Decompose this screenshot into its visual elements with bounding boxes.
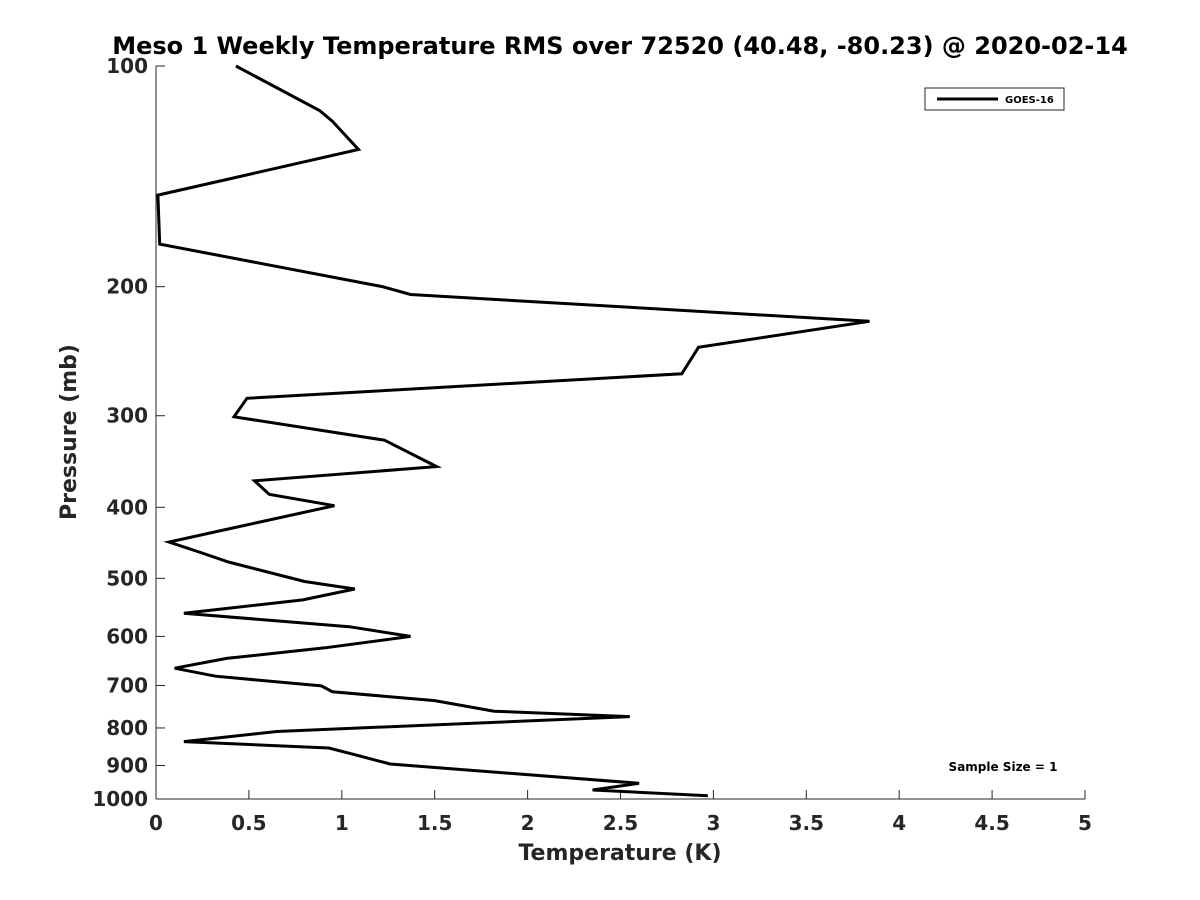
x-tick-label: 1.5 [417, 811, 452, 835]
x-axis-ticks: 0 0.5 1 1.5 2 2.5 3 3.5 4 4.5 5 [149, 790, 1092, 835]
x-tick-label: 3.5 [789, 811, 824, 835]
sample-size-annotation: Sample Size = 1 [949, 760, 1058, 774]
axes [155, 66, 1085, 800]
y-axis-ticks: 100 200 300 400 500 600 700 800 900 1000 [92, 54, 165, 811]
x-tick-label: 1 [335, 811, 349, 835]
y-tick-label: 800 [106, 716, 148, 740]
legend: GOES-16 [924, 87, 1065, 111]
x-tick-label: 2.5 [603, 811, 638, 835]
chart-title: Meso 1 Weekly Temperature RMS over 72520… [112, 32, 1128, 60]
y-tick-label: 700 [106, 673, 148, 697]
y-tick-label: 300 [106, 404, 148, 428]
y-axis-label: Pressure (mb) [57, 344, 82, 520]
plot-area [156, 64, 870, 798]
legend-label-goes-16: GOES-16 [1005, 95, 1054, 106]
series-line-goes-16 [156, 64, 870, 798]
y-tick-label: 100 [106, 54, 148, 78]
y-tick-label: 600 [106, 624, 148, 648]
x-tick-label: 4.5 [974, 811, 1009, 835]
y-tick-label: 400 [106, 495, 148, 519]
y-tick-label: 900 [106, 753, 148, 777]
x-tick-label: 5 [1078, 811, 1092, 835]
x-axis-label: Temperature (K) [518, 841, 721, 866]
x-tick-label: 4 [892, 811, 906, 835]
x-tick-label: 3 [706, 811, 720, 835]
y-tick-label: 200 [106, 275, 148, 299]
y-tick-label: 1000 [92, 787, 148, 811]
x-tick-label: 0 [149, 811, 163, 835]
x-tick-label: 2 [521, 811, 535, 835]
y-tick-label: 500 [106, 566, 148, 590]
x-tick-label: 0.5 [231, 811, 266, 835]
